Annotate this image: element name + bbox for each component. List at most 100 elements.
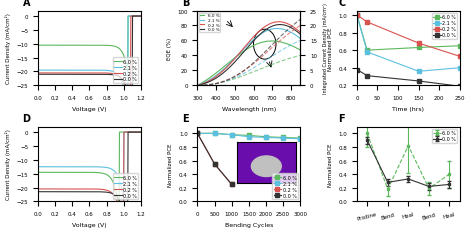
Legend: 6.0 %, 2.1 %, 0.2 %, 0.0 %: 6.0 %, 2.1 %, 0.2 %, 0.0 % xyxy=(200,14,220,33)
0.2 % xyxy=(194,132,200,135)
X-axis label: Voltage (V): Voltage (V) xyxy=(72,106,107,111)
Y-axis label: Normalized PCE: Normalized PCE xyxy=(168,143,173,186)
2.1 % xyxy=(35,166,41,168)
Line: 2.1 %: 2.1 % xyxy=(38,133,141,201)
0.2 % xyxy=(138,131,144,134)
6.0 % xyxy=(365,49,370,52)
0.0 % xyxy=(130,16,136,18)
Text: E: E xyxy=(182,113,189,123)
6.0 % xyxy=(96,172,102,174)
6.0 % xyxy=(129,16,135,18)
6.0 % xyxy=(98,172,104,174)
0.2 % xyxy=(212,163,218,166)
0.0 % xyxy=(128,85,134,87)
2.1 % xyxy=(138,131,144,134)
0.2 % xyxy=(35,188,41,191)
6.0 % xyxy=(122,131,128,134)
0.0 % xyxy=(229,183,235,186)
0.2 % xyxy=(129,131,135,134)
2.1 % xyxy=(35,69,41,72)
0.2 % xyxy=(98,188,104,191)
Line: 0.0 %: 0.0 % xyxy=(38,17,141,86)
0.2 % xyxy=(129,16,135,18)
X-axis label: Wavelength (nm): Wavelength (nm) xyxy=(222,106,276,111)
0.0 % xyxy=(194,132,200,135)
6.0 % xyxy=(416,47,421,50)
Line: 6.0 %: 6.0 % xyxy=(38,17,141,74)
6.0 % xyxy=(35,45,41,47)
6.0 % xyxy=(354,14,360,17)
2.1 % xyxy=(298,138,303,141)
0.2 % xyxy=(138,16,144,18)
2.1 % xyxy=(96,69,102,72)
X-axis label: Bending Cycles: Bending Cycles xyxy=(225,222,273,227)
0.2 % xyxy=(98,72,104,75)
Line: 0.2 %: 0.2 % xyxy=(38,133,141,202)
X-axis label: Voltage (V): Voltage (V) xyxy=(72,222,107,227)
Line: 6.0 %: 6.0 % xyxy=(355,14,462,53)
2.1 % xyxy=(246,136,252,139)
2.1 % xyxy=(122,131,128,134)
0.2 % xyxy=(114,200,120,203)
0.0 % xyxy=(35,191,41,193)
2.1 % xyxy=(96,166,102,169)
Y-axis label: Normalized PCE: Normalized PCE xyxy=(328,27,333,70)
6.0 % xyxy=(138,16,144,18)
6.0 % xyxy=(122,57,128,60)
Y-axis label: Current Density (mA/cm²): Current Density (mA/cm²) xyxy=(5,129,11,199)
0.2 % xyxy=(354,14,360,17)
0.0 % xyxy=(36,191,41,193)
Y-axis label: Current Density (mA/cm²): Current Density (mA/cm²) xyxy=(5,14,11,84)
0.0 % xyxy=(125,131,131,134)
0.0 % xyxy=(122,82,128,85)
6.0 % xyxy=(212,132,218,135)
6.0 % xyxy=(36,171,41,174)
0.0 % xyxy=(36,74,41,76)
2.1 % xyxy=(98,166,104,169)
Legend: 6.0 %, 2.1 %, 0.2 %, 0.0 %: 6.0 %, 2.1 %, 0.2 %, 0.0 % xyxy=(113,58,138,84)
0.0 % xyxy=(35,74,41,76)
Legend: 6.0 %, 0.0 %: 6.0 %, 0.0 % xyxy=(432,129,457,143)
6.0 % xyxy=(298,137,303,140)
0.0 % xyxy=(138,131,144,134)
0.2 % xyxy=(416,43,421,45)
Line: 2.1 %: 2.1 % xyxy=(355,14,462,74)
0.0 % xyxy=(118,200,123,203)
6.0 % xyxy=(125,16,131,18)
Legend: 6.0 %, 2.1 %, 0.2 %, 0.0 %: 6.0 %, 2.1 %, 0.2 %, 0.0 % xyxy=(432,14,457,40)
0.0 % xyxy=(457,85,463,88)
0.2 % xyxy=(36,188,41,191)
2.1 % xyxy=(416,71,421,73)
0.2 % xyxy=(122,85,128,87)
Line: 2.1 %: 2.1 % xyxy=(38,17,141,86)
6.0 % xyxy=(98,45,104,47)
6.0 % xyxy=(457,45,463,48)
6.0 % xyxy=(246,134,252,137)
Line: 6.0 %: 6.0 % xyxy=(38,133,141,202)
2.1 % xyxy=(280,137,286,140)
Legend: 6.0 %, 2.1 %, 0.2 %, 0.0 %: 6.0 %, 2.1 %, 0.2 %, 0.0 % xyxy=(113,173,138,199)
2.1 % xyxy=(138,16,144,18)
6.0 % xyxy=(96,45,102,47)
Line: 0.2 %: 0.2 % xyxy=(38,17,141,86)
6.0 % xyxy=(96,45,102,47)
0.2 % xyxy=(96,72,102,75)
Line: 0.0 %: 0.0 % xyxy=(355,68,462,89)
Line: 6.0 %: 6.0 % xyxy=(196,132,302,140)
0.0 % xyxy=(129,131,135,134)
Line: 0.0 %: 0.0 % xyxy=(38,133,141,202)
0.2 % xyxy=(96,188,102,191)
0.0 % xyxy=(96,191,102,193)
0.2 % xyxy=(96,72,102,75)
6.0 % xyxy=(35,171,41,174)
2.1 % xyxy=(98,69,104,72)
0.0 % xyxy=(96,74,102,76)
Legend: 6.0 %, 2.1 %, 0.2 %, 0.0 %: 6.0 %, 2.1 %, 0.2 %, 0.0 % xyxy=(273,173,298,199)
X-axis label: Time (hrs): Time (hrs) xyxy=(392,106,424,111)
Line: 2.1 %: 2.1 % xyxy=(196,132,302,141)
Y-axis label: Integrated Current Density (mA/cm²): Integrated Current Density (mA/cm²) xyxy=(323,3,328,94)
0.2 % xyxy=(365,22,370,24)
2.1 % xyxy=(354,14,360,17)
2.1 % xyxy=(457,67,463,70)
6.0 % xyxy=(36,45,41,47)
